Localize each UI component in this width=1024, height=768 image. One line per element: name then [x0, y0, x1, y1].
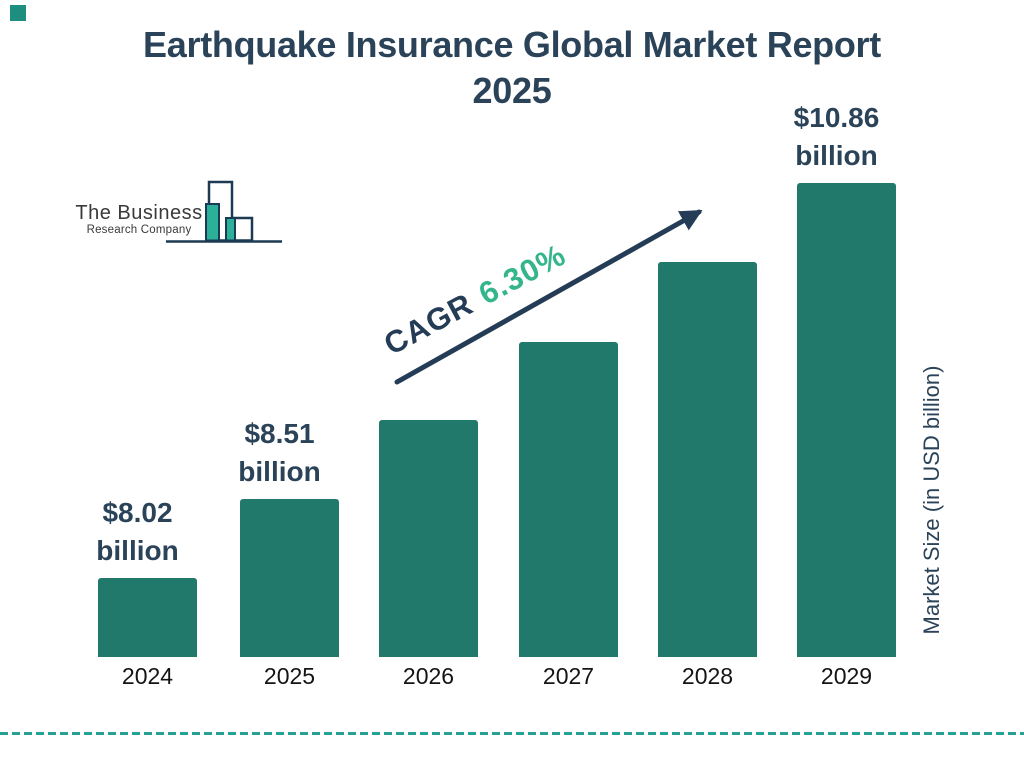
bar-2024: [98, 578, 197, 657]
x-tick-2029: 2029: [820, 663, 873, 689]
bottom-dashed-divider: [0, 732, 1024, 735]
x-tick-2024: 2024: [121, 663, 174, 689]
bar-2027: [519, 342, 618, 657]
x-tick-2027: 2027: [542, 663, 595, 689]
corner-accent-square: [10, 5, 26, 21]
value-label-2024: $8.02 billion: [96, 497, 179, 566]
x-tick-2025: 2025: [263, 663, 316, 689]
chart-title-line2: 2025: [472, 70, 552, 111]
chart-title: Earthquake Insurance Global Market Repor…: [0, 22, 1024, 114]
chart-title-line1: Earthquake Insurance Global Market Repor…: [143, 24, 881, 65]
bar-2029: [797, 183, 896, 657]
bar-2028: [658, 262, 757, 657]
logo-subname: Research Company: [86, 224, 192, 236]
bar-2025: [240, 499, 339, 657]
y-axis-label: Market Size (in USD billion): [919, 365, 944, 635]
logo-name: The Business: [75, 202, 203, 224]
value-label-2025: $8.51 billion: [238, 418, 321, 487]
company-logo-text: The Business Research Company: [74, 202, 204, 237]
bar-2026: [379, 420, 478, 657]
x-tick-2026: 2026: [402, 663, 455, 689]
value-label-2029: $10.86 billion: [793, 102, 880, 171]
company-logo: The Business Research Company: [74, 178, 294, 248]
x-tick-2028: 2028: [681, 663, 734, 689]
bar-chart-logo-icon: [166, 180, 282, 243]
